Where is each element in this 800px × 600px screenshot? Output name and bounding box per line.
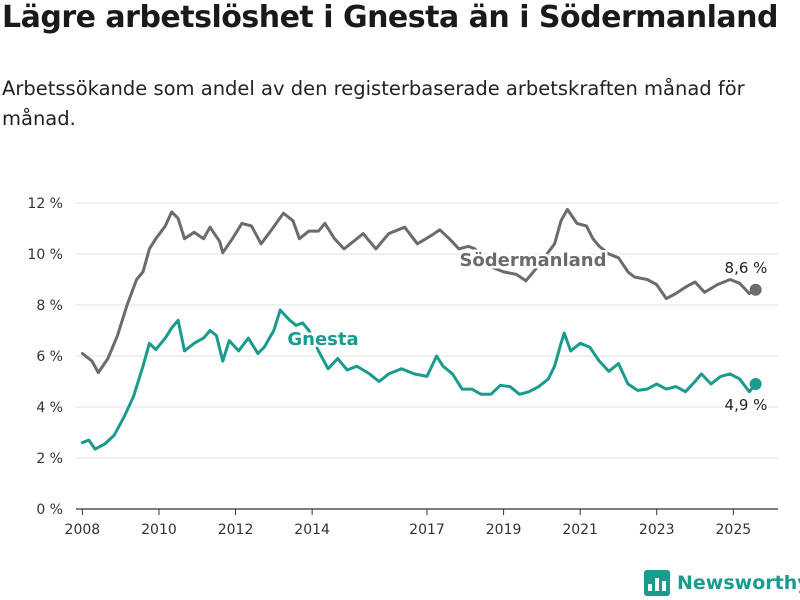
- x-tick-label: 2008: [65, 522, 101, 538]
- y-tick-label: 10 %: [27, 247, 63, 263]
- page-title: Lägre arbetslöshet i Gnesta än i Söderma…: [2, 0, 779, 35]
- s-dermanland-line: [80, 207, 758, 375]
- end-value-label: 8,6 %: [725, 259, 768, 277]
- x-tick-label: 2019: [486, 522, 522, 538]
- x-tick-label: 2023: [639, 522, 675, 538]
- page-subtitle: Arbetssökande som andel av den registerb…: [2, 77, 745, 130]
- newsworthy-logo-icon: [644, 570, 670, 596]
- x-tick-label: 2021: [562, 522, 598, 538]
- y-tick-label: 8 %: [36, 298, 63, 314]
- y-tick-label: 2 %: [36, 451, 63, 467]
- series-label-s-dermanland: Södermanland: [459, 250, 606, 271]
- brand-name: Newsworthy: [677, 572, 800, 594]
- gnesta-line: [80, 308, 758, 451]
- y-tick-label: 6 %: [36, 349, 63, 365]
- x-tick-label: 2012: [218, 522, 254, 538]
- y-tick-label: 0 %: [36, 502, 63, 518]
- s-dermanland-end-point: [749, 283, 762, 296]
- x-tick-label: 2017: [409, 522, 445, 538]
- x-tick-label: 2025: [716, 522, 752, 538]
- series-label-gnesta: Gnesta: [287, 329, 358, 350]
- y-tick-label: 12 %: [27, 196, 63, 212]
- gnesta-end-point: [749, 378, 762, 391]
- newsworthy-brand[interactable]: Newsworthy: [644, 570, 800, 596]
- x-tick-label: 2014: [294, 522, 330, 538]
- y-tick-label: 4 %: [36, 400, 63, 416]
- end-value-label: 4,9 %: [725, 396, 768, 414]
- x-tick-label: 2010: [141, 522, 177, 538]
